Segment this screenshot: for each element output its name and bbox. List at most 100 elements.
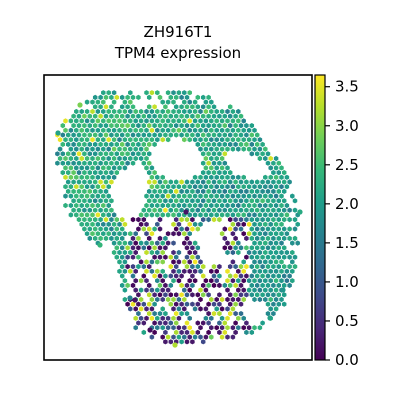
expression-spot	[184, 235, 190, 241]
expression-spot	[249, 235, 255, 241]
expression-spot	[276, 226, 282, 232]
expression-spot	[290, 240, 295, 246]
expression-spot	[254, 273, 260, 279]
expression-spot	[68, 118, 74, 124]
expression-spot	[128, 306, 133, 312]
expression-spot	[230, 240, 236, 246]
expression-spot	[206, 292, 211, 298]
expression-spot	[176, 202, 182, 209]
expression-spot	[292, 198, 298, 204]
expression-spot	[119, 217, 125, 223]
expression-spot	[190, 113, 195, 119]
expression-spot	[198, 127, 203, 133]
expression-spot	[114, 141, 120, 147]
expression-spot	[233, 226, 238, 232]
expression-spot	[219, 315, 225, 321]
expression-spot	[74, 174, 79, 180]
expression-spot	[265, 198, 271, 204]
expression-spot	[214, 325, 219, 331]
expression-spot	[111, 108, 117, 115]
expression-spot	[198, 184, 203, 190]
expression-spot	[165, 137, 171, 143]
expression-spot	[136, 292, 141, 298]
expression-spot	[230, 249, 236, 256]
expression-spot	[128, 146, 133, 152]
spot-layer	[55, 90, 303, 348]
expression-spot	[111, 99, 117, 105]
expression-spot	[74, 212, 79, 218]
expression-spot	[79, 108, 84, 115]
expression-spot	[114, 132, 120, 138]
expression-spot	[222, 141, 228, 147]
expression-spot	[106, 193, 111, 199]
expression-spot	[271, 282, 276, 288]
expression-spot	[265, 254, 271, 260]
chart-title-line-1: ZH916T1	[144, 23, 213, 41]
expression-spot	[157, 245, 163, 251]
expression-spot	[122, 231, 128, 237]
expression-spot	[263, 296, 268, 303]
expression-spot	[103, 141, 109, 147]
expression-spot	[98, 141, 103, 147]
expression-spot	[222, 188, 228, 194]
colorbar-tick-label: 0.5	[335, 312, 359, 330]
expression-spot	[200, 273, 206, 279]
expression-spot	[74, 155, 79, 162]
expression-spot	[130, 264, 136, 270]
expression-spot	[176, 325, 182, 331]
expression-spot	[119, 113, 125, 119]
expression-spot	[260, 292, 265, 298]
expression-spot	[209, 315, 214, 321]
expression-spot	[63, 118, 68, 124]
expression-spot	[117, 165, 122, 171]
expression-spot	[138, 306, 144, 312]
expression-spot	[163, 245, 168, 251]
expression-spot	[230, 174, 236, 180]
expression-spot	[184, 301, 190, 307]
expression-spot	[163, 339, 168, 345]
expression-spot	[138, 212, 144, 218]
expression-spot	[157, 282, 163, 288]
expression-spot	[117, 146, 122, 152]
expression-spot	[190, 264, 195, 270]
expression-spot	[82, 132, 87, 138]
expression-spot	[92, 170, 98, 176]
expression-spot	[281, 217, 287, 223]
expression-spot	[109, 151, 114, 157]
expression-spot	[268, 249, 273, 256]
expression-spot	[136, 132, 141, 138]
expression-spot	[252, 296, 257, 303]
expression-spot	[168, 198, 174, 204]
expression-spot	[144, 315, 149, 321]
expression-spot	[133, 108, 138, 115]
expression-spot	[257, 240, 263, 246]
expression-spot	[184, 264, 190, 270]
expression-spot	[90, 184, 95, 190]
expression-spot	[79, 127, 84, 133]
expression-spot	[165, 90, 171, 96]
expression-spot	[214, 165, 219, 171]
expression-spot	[260, 179, 265, 185]
expression-spot	[211, 282, 217, 288]
expression-spot	[179, 113, 184, 119]
expression-spot	[230, 202, 236, 209]
expression-spot	[168, 188, 174, 194]
expression-spot	[179, 104, 184, 110]
expression-spot	[279, 259, 284, 265]
expression-spot	[146, 132, 152, 138]
expression-spot	[138, 221, 144, 227]
expression-spot	[273, 278, 279, 284]
expression-spot	[144, 146, 149, 152]
expression-spot	[71, 132, 76, 138]
expression-spot	[192, 184, 198, 190]
expression-spot	[290, 259, 295, 265]
expression-spot	[74, 165, 79, 171]
expression-spot	[122, 108, 128, 115]
expression-spot	[90, 174, 95, 180]
expression-spot	[171, 202, 176, 209]
expression-spot	[103, 235, 109, 241]
expression-spot	[206, 188, 211, 194]
expression-spot	[155, 202, 160, 209]
expression-spot	[182, 259, 187, 265]
expression-spot	[203, 202, 209, 209]
